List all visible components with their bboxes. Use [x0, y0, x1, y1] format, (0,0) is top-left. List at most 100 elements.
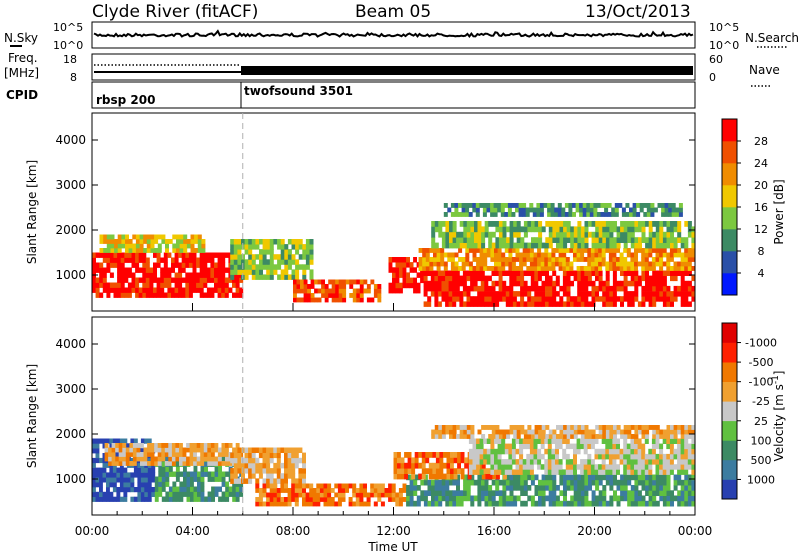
- velocity-cell: [262, 501, 267, 507]
- power-cell: [106, 287, 111, 293]
- power-cell: [167, 267, 172, 273]
- power-cell: [519, 257, 524, 262]
- power-cell: [280, 249, 285, 255]
- velocity-cell: [221, 452, 226, 457]
- velocity-cell: [179, 456, 183, 462]
- velocity-cell: [662, 479, 667, 486]
- power-cell: [395, 287, 400, 294]
- power-cell: [648, 221, 653, 227]
- power-cell: [666, 221, 671, 227]
- velocity-cell: [684, 453, 689, 460]
- velocity-cell: [498, 490, 503, 496]
- power-cell: [490, 266, 495, 271]
- power-cell: [557, 212, 562, 217]
- power-cell: [591, 221, 596, 227]
- velocity-cell: [108, 461, 112, 466]
- power-cell: [406, 282, 410, 289]
- power-cell: [655, 291, 660, 297]
- power-cell: [302, 264, 307, 270]
- velocity-cell: [563, 429, 568, 435]
- velocity-cell: [496, 473, 500, 480]
- power-cell: [573, 275, 578, 282]
- power-cell: [516, 291, 521, 297]
- velocity-cell: [123, 477, 128, 483]
- velocity-cell: [95, 453, 100, 459]
- velocity-cell: [269, 452, 274, 459]
- power-cell: [666, 257, 671, 262]
- power-cell: [99, 262, 104, 268]
- velocity-cell: [670, 429, 674, 435]
- velocity-cell: [355, 492, 360, 498]
- power-cell: [262, 244, 267, 250]
- velocity-cell: [505, 500, 510, 507]
- velocity-cell: [602, 474, 607, 481]
- power-cell: [566, 275, 571, 282]
- power-cell: [480, 275, 485, 282]
- velocity-cell: [588, 474, 592, 481]
- velocity-cell: [583, 469, 588, 475]
- power-cell: [377, 293, 382, 298]
- power-cell: [684, 261, 689, 267]
- power-cell: [280, 274, 285, 280]
- power-cell: [508, 261, 513, 267]
- power-cell: [277, 244, 282, 250]
- freq-tick-top: 18: [63, 53, 77, 66]
- velocity-cell: [248, 478, 253, 484]
- power-cell: [402, 257, 407, 263]
- velocity-cell: [214, 471, 219, 477]
- power-cell: [659, 270, 664, 276]
- power-cell: [468, 261, 473, 267]
- power-cell: [210, 262, 215, 268]
- velocity-cell: [214, 461, 219, 466]
- velocity-cell: [237, 447, 242, 453]
- power-cell: [474, 237, 478, 243]
- power-cell: [120, 257, 125, 263]
- power-cell: [602, 226, 607, 233]
- velocity-cell: [680, 495, 685, 502]
- power-cell: [138, 292, 143, 298]
- velocity-cell: [327, 501, 332, 507]
- velocity-cell: [441, 434, 446, 439]
- power-cell: [224, 292, 229, 298]
- power-cell: [143, 239, 148, 244]
- velocity-cell: [438, 479, 443, 486]
- velocity-cell: [655, 425, 660, 430]
- velocity-cell: [634, 453, 638, 460]
- power-cell: [547, 203, 552, 208]
- power-cell: [673, 285, 678, 292]
- velocity-cell: [673, 453, 678, 460]
- power-cell: [458, 266, 463, 271]
- power-cell: [314, 279, 318, 285]
- velocity-cell: [583, 443, 588, 450]
- velocity-cell: [287, 452, 292, 459]
- velocity-cell: [555, 495, 560, 502]
- power-cell: [338, 284, 343, 289]
- velocity-cell: [154, 481, 159, 487]
- velocity-cell: [634, 495, 639, 502]
- power-cell: [181, 277, 186, 283]
- power-cell: [564, 203, 569, 208]
- velocity-cell: [211, 486, 215, 492]
- velocity-cell: [125, 447, 130, 453]
- velocity-cell: [421, 473, 426, 480]
- velocity-cell: [200, 486, 205, 492]
- velocity-cell: [129, 461, 134, 466]
- power-cell: [559, 301, 564, 307]
- power-cell: [520, 280, 525, 287]
- power-cell: [237, 264, 242, 270]
- colorbar-tick-label: -25: [752, 395, 770, 408]
- velocity-cell: [484, 500, 489, 507]
- velocity-cell: [479, 448, 484, 455]
- velocity-cell: [384, 492, 389, 498]
- power-cell: [634, 226, 639, 233]
- velocity-cell: [526, 469, 531, 475]
- power-cell: [176, 234, 180, 240]
- velocity-cell: [203, 443, 208, 448]
- power-cell: [598, 252, 603, 258]
- power-cell: [677, 231, 682, 238]
- power-cell: [429, 266, 434, 271]
- power-cell: [556, 221, 560, 227]
- velocity-cell: [449, 425, 453, 430]
- power-cell: [680, 301, 685, 307]
- power-cell: [630, 291, 635, 297]
